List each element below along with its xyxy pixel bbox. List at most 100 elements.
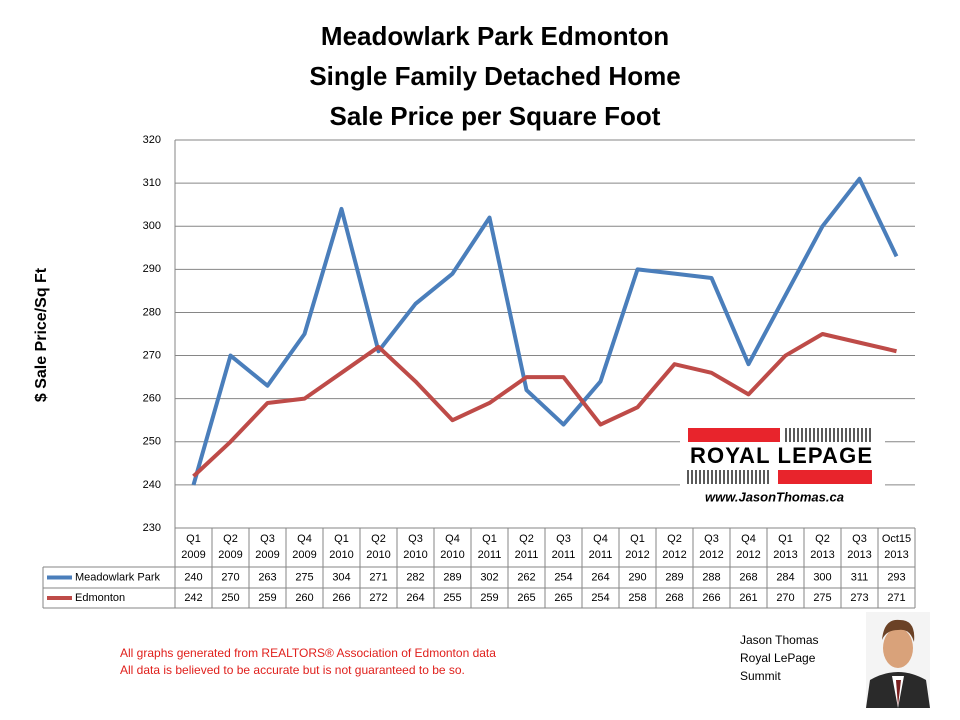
x-tick-label: Oct15 <box>882 533 911 545</box>
table-value: 270 <box>221 571 239 583</box>
x-tick-label: 2013 <box>884 549 908 561</box>
y-tick-label: 240 <box>143 479 161 491</box>
y-tick-label: 300 <box>143 220 161 232</box>
table-value: 265 <box>554 592 572 604</box>
table-value: 311 <box>851 571 869 583</box>
table-value: 273 <box>850 592 868 604</box>
table-value: 242 <box>184 592 202 604</box>
x-tick-label: Q2 <box>815 533 830 545</box>
x-tick-label: Q3 <box>852 533 867 545</box>
table-value: 266 <box>332 592 350 604</box>
table-value: 254 <box>554 571 572 583</box>
table-value: 293 <box>887 571 905 583</box>
table-value: 272 <box>369 592 387 604</box>
logo: ROYAL LEPAGE www.JasonThomas.ca <box>680 420 885 512</box>
x-tick-label: 2010 <box>366 549 390 561</box>
x-tick-label: 2010 <box>329 549 353 561</box>
x-tick-label: Q1 <box>482 533 497 545</box>
footnote: All graphs generated from REALTORS® Asso… <box>120 646 496 660</box>
x-tick-label: Q1 <box>630 533 645 545</box>
y-tick-label: 260 <box>143 393 161 405</box>
table-value: 302 <box>480 571 498 583</box>
x-tick-label: 2011 <box>552 549 576 561</box>
table-value: 275 <box>295 571 313 583</box>
table-value: 240 <box>184 571 202 583</box>
table-value: 289 <box>443 571 461 583</box>
x-tick-label: Q4 <box>741 533 756 545</box>
x-tick-label: 2010 <box>403 549 427 561</box>
y-tick-label: 230 <box>143 522 161 534</box>
x-tick-label: Q1 <box>334 533 349 545</box>
table-value: 255 <box>443 592 461 604</box>
x-tick-label: 2012 <box>736 549 760 561</box>
chart-title: Meadowlark Park Edmonton <box>321 21 669 51</box>
y-tick-label: 320 <box>143 134 161 146</box>
x-tick-label: Q2 <box>519 533 534 545</box>
table-value: 300 <box>813 571 831 583</box>
logo-bar <box>778 470 872 484</box>
table-value: 290 <box>628 571 646 583</box>
table-value: 284 <box>776 571 794 583</box>
logo-bar <box>688 428 780 442</box>
x-tick-label: 2012 <box>699 549 723 561</box>
table-value: 263 <box>258 571 276 583</box>
x-tick-label: Q3 <box>556 533 571 545</box>
table-value: 275 <box>813 592 831 604</box>
series-line <box>191 176 899 486</box>
author: Royal LePage <box>740 651 816 665</box>
table-value: 260 <box>295 592 313 604</box>
x-tick-label: Q1 <box>186 533 201 545</box>
logo-barcode <box>687 428 871 484</box>
x-tick-label: Q2 <box>667 533 682 545</box>
x-tick-label: 2009 <box>181 549 205 561</box>
x-tick-label: 2010 <box>440 549 464 561</box>
x-tick-label: 2011 <box>478 549 502 561</box>
y-tick-label: 290 <box>143 263 161 275</box>
legend-label: Edmonton <box>75 592 125 604</box>
x-tick-label: Q2 <box>223 533 238 545</box>
table-value: 271 <box>369 571 387 583</box>
footnote: All data is believed to be accurate but … <box>120 663 465 677</box>
x-tick-label: 2009 <box>255 549 279 561</box>
chart-title: Sale Price per Square Foot <box>330 101 661 131</box>
logo-brand: ROYAL LEPAGE <box>690 443 872 468</box>
table-value: 266 <box>702 592 720 604</box>
table-value: 265 <box>517 592 535 604</box>
portrait <box>866 612 930 708</box>
x-tick-label: Q1 <box>778 533 793 545</box>
x-tick-label: 2013 <box>847 549 871 561</box>
x-tick-label: Q4 <box>297 533 312 545</box>
x-tick-label: Q4 <box>445 533 460 545</box>
table-value: 259 <box>258 592 276 604</box>
x-tick-label: Q3 <box>260 533 275 545</box>
x-tick-label: 2009 <box>292 549 316 561</box>
table-value: 288 <box>702 571 720 583</box>
table-value: 262 <box>517 571 535 583</box>
x-tick-label: 2011 <box>589 549 613 561</box>
x-tick-label: 2013 <box>810 549 834 561</box>
table-value: 250 <box>221 592 239 604</box>
table-value: 254 <box>591 592 609 604</box>
chart-title: Single Family Detached Home <box>309 61 680 91</box>
table-value: 258 <box>628 592 646 604</box>
x-tick-label: Q3 <box>704 533 719 545</box>
table-value: 259 <box>480 592 498 604</box>
table-value: 261 <box>739 592 757 604</box>
y-tick-label: 280 <box>143 306 161 318</box>
table-value: 282 <box>406 571 424 583</box>
table-value: 268 <box>665 592 683 604</box>
y-tick-label: 270 <box>143 349 161 361</box>
author: Jason Thomas <box>740 633 819 647</box>
x-tick-label: Q2 <box>371 533 386 545</box>
x-tick-label: 2013 <box>773 549 797 561</box>
table-value: 264 <box>406 592 424 604</box>
x-tick-label: 2012 <box>662 549 686 561</box>
y-axis-label: $ Sale Price/Sq Ft <box>33 267 50 402</box>
x-tick-label: Q4 <box>593 533 608 545</box>
x-tick-label: 2011 <box>515 549 539 561</box>
table-value: 289 <box>665 571 683 583</box>
x-tick-label: Q3 <box>408 533 423 545</box>
table-value: 270 <box>776 592 794 604</box>
author: Summit <box>740 669 781 683</box>
